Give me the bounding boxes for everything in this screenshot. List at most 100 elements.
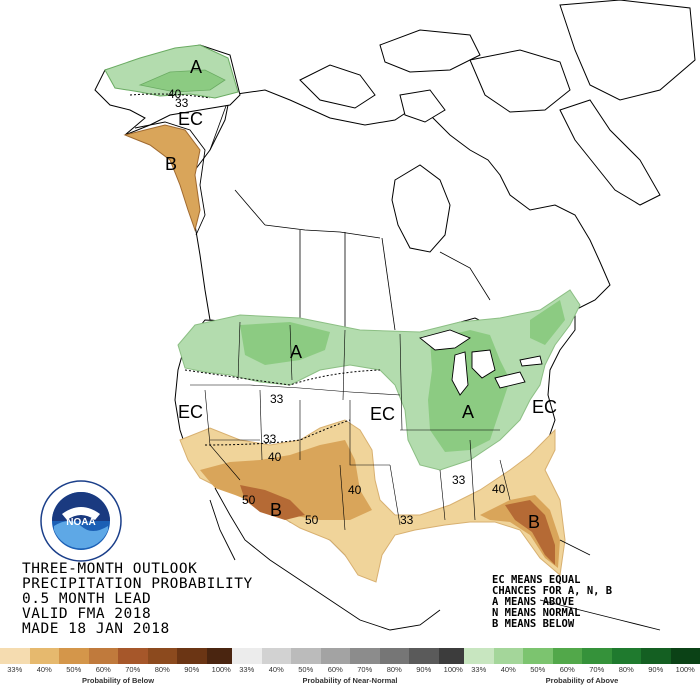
legend-above-swatch bbox=[493, 648, 523, 664]
key-line-1: EC MEANS EQUAL bbox=[492, 574, 581, 586]
below-south-band bbox=[179, 419, 566, 583]
legend-below: 33% 40% 50% 60% 70% 80% 90% 100% Probability of… bbox=[0, 648, 236, 688]
legend-above-tick: 70% bbox=[589, 665, 605, 674]
key-line-2: CHANCES FOR A, N, B bbox=[492, 585, 613, 597]
legend-above-swatch bbox=[611, 648, 641, 664]
legend-below-tick: 40% bbox=[36, 665, 52, 674]
label-north-above: A bbox=[290, 342, 302, 362]
title-block: THREE-MONTH OUTLOOK PRECIPITATION PROBAB… bbox=[22, 562, 253, 637]
legend-above-tick: 60% bbox=[559, 665, 575, 674]
legend-above-tick: 50% bbox=[530, 665, 546, 674]
label-alaska-above: A bbox=[190, 57, 202, 77]
canada-outline bbox=[192, 0, 696, 339]
state-lines bbox=[190, 321, 511, 531]
legend-near-normal-tick: 90% bbox=[416, 665, 432, 674]
legend-below-caption: Probability of Below bbox=[81, 676, 155, 685]
key-line-5: B MEANS BELOW bbox=[492, 618, 575, 630]
legend-below-swatch bbox=[59, 648, 89, 664]
legend-below-tick: 33% bbox=[7, 665, 23, 674]
label-ohio-above: A bbox=[462, 402, 474, 422]
legend-above-tick: 80% bbox=[618, 665, 634, 674]
outlook-labels: A EC B A EC EC A EC B B 40 33 33 33 40 5… bbox=[165, 57, 557, 532]
contour-nw-33: 33 bbox=[270, 392, 284, 406]
legend-below-swatch bbox=[147, 648, 177, 664]
legend-near-normal-swatch bbox=[320, 648, 350, 664]
title-line-3: 0.5 MONTH LEAD bbox=[22, 591, 152, 607]
legend-near-normal-tick: 70% bbox=[357, 665, 373, 674]
legend-near-normal-tick: 40% bbox=[268, 665, 284, 674]
legend-below-tick: 100% bbox=[211, 665, 231, 674]
legend-near-normal-swatch bbox=[232, 648, 262, 664]
legend-above-tick: 90% bbox=[648, 665, 664, 674]
legend-below-tick: 50% bbox=[66, 665, 82, 674]
legend-below-swatch bbox=[0, 648, 30, 664]
legend-near-normal-ticks: 33% 40% 50% 60% 70% 80% 90% 100% bbox=[232, 665, 468, 675]
legend-above-ticks: 33% 40% 50% 60% 70% 80% 90% 100% bbox=[464, 665, 700, 675]
label-southwest-below: B bbox=[270, 500, 282, 520]
legend-above: 33% 40% 50% 60% 70% 80% 90% 100% Probability of… bbox=[464, 648, 700, 688]
legend-below-swatches bbox=[0, 648, 236, 664]
legend-above-swatch bbox=[670, 648, 700, 664]
great-lakes bbox=[419, 329, 543, 396]
title-line-4: VALID FMA 2018 bbox=[22, 606, 152, 622]
legend-below-ticks: 33% 40% 50% 60% 70% 80% 90% 100% bbox=[0, 665, 236, 675]
contour-tx-40: 40 bbox=[348, 483, 362, 497]
contour-gulf-33: 33 bbox=[400, 513, 414, 527]
legend-above-swatches bbox=[464, 648, 700, 664]
legend-near-normal-swatch bbox=[438, 648, 468, 664]
contour-se-40: 40 bbox=[492, 482, 506, 496]
label-central-ec: EC bbox=[370, 404, 395, 424]
mexico-outline bbox=[209, 487, 661, 631]
legend-above-tick: 40% bbox=[500, 665, 516, 674]
legend-near-normal-swatch bbox=[291, 648, 321, 664]
legend-below-tick: 90% bbox=[184, 665, 200, 674]
contour-sw-50a: 50 bbox=[242, 493, 256, 507]
legend-below-tick: 60% bbox=[95, 665, 111, 674]
contour-sw-33: 33 bbox=[263, 432, 277, 446]
title-line-1: THREE-MONTH OUTLOOK bbox=[22, 561, 198, 577]
title-line-5: MADE 18 JAN 2018 bbox=[22, 621, 170, 637]
label-east-ec: EC bbox=[532, 397, 557, 417]
legend-above-swatch bbox=[582, 648, 612, 664]
title-line-2: PRECIPITATION PROBABILITY bbox=[22, 576, 253, 592]
contour-se-33: 33 bbox=[452, 473, 466, 487]
label-alaska-below: B bbox=[165, 154, 177, 174]
legend-above-caption: Probability of Above bbox=[545, 676, 619, 685]
legend-above-tick: 33% bbox=[471, 665, 487, 674]
legend-near-normal-tick: 80% bbox=[386, 665, 402, 674]
above-north-band bbox=[177, 289, 581, 471]
outlook-map: A EC B A EC EC A EC B B 40 33 33 33 40 5… bbox=[94, 0, 696, 631]
legend-below-swatch bbox=[118, 648, 148, 664]
legend-above-swatch bbox=[641, 648, 671, 664]
legend-near-normal-swatches bbox=[232, 648, 468, 664]
key-block: EC MEANS EQUAL CHANCES FOR A, N, B A MEA… bbox=[492, 575, 612, 630]
key-line-3: A MEANS ABOVE bbox=[492, 596, 575, 608]
legend-near-normal: 33% 40% 50% 60% 70% 80% 90% 100% Probability of… bbox=[232, 648, 468, 688]
legend-near-normal-tick: 33% bbox=[239, 665, 255, 674]
legend-below-swatch bbox=[88, 648, 118, 664]
noaa-logo: NOAA bbox=[40, 480, 122, 562]
legend-below-swatch bbox=[177, 648, 207, 664]
alaska-outline bbox=[94, 44, 241, 236]
label-west-ec: EC bbox=[178, 402, 203, 422]
label-florida-below: B bbox=[528, 512, 540, 532]
legend-near-normal-swatch bbox=[350, 648, 380, 664]
legend-below-tick: 80% bbox=[154, 665, 170, 674]
key-line-4: N MEANS NORMAL bbox=[492, 607, 581, 619]
legend-above-swatch bbox=[552, 648, 582, 664]
legend-near-normal-swatch bbox=[409, 648, 439, 664]
noaa-logo-text: NOAA bbox=[66, 517, 95, 528]
legend-below-swatch bbox=[206, 648, 236, 664]
legend-below-tick: 70% bbox=[125, 665, 141, 674]
province-lines bbox=[209, 94, 491, 331]
legend-near-normal-swatch bbox=[379, 648, 409, 664]
label-alaska-ec: EC bbox=[178, 109, 203, 129]
legend-above-swatch bbox=[464, 648, 494, 664]
contour-ak-33: 33 bbox=[175, 96, 189, 110]
contour-sw-50b: 50 bbox=[305, 513, 319, 527]
legend-near-normal-tick: 100% bbox=[443, 665, 463, 674]
legend-near-normal-caption: Probability of Near-Normal bbox=[302, 676, 398, 685]
legend-above-tick: 100% bbox=[675, 665, 695, 674]
legend-near-normal-tick: 50% bbox=[298, 665, 314, 674]
legend-near-normal-tick: 60% bbox=[327, 665, 343, 674]
